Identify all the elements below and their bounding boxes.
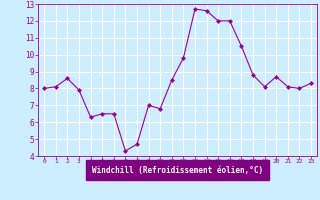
X-axis label: Windchill (Refroidissement éolien,°C): Windchill (Refroidissement éolien,°C) [92,166,263,175]
